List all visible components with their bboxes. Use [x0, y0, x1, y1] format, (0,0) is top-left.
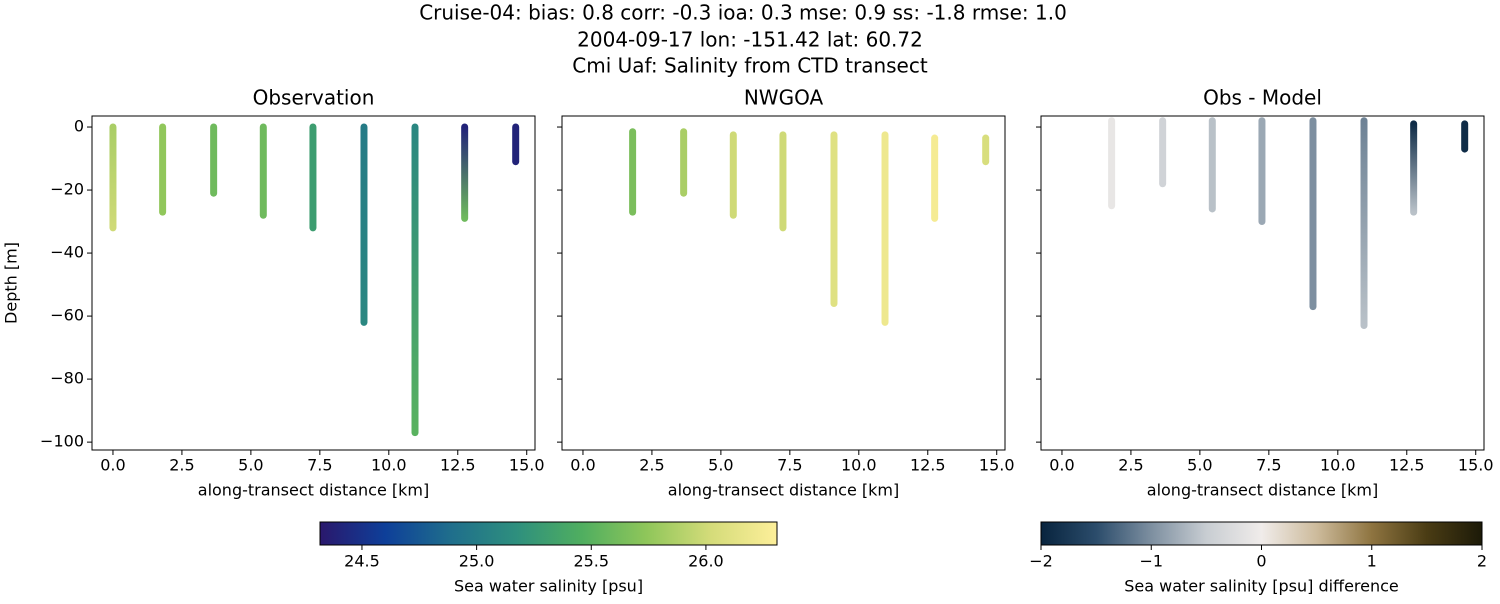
x-tick-label: 5.0 [1187, 456, 1212, 475]
colorbar-tick-label: 25.5 [573, 552, 609, 571]
x-tick-label: 15.0 [979, 456, 1015, 475]
x-tick-label: 7.5 [777, 456, 802, 475]
colorbar-tick-label: 26.0 [688, 552, 724, 571]
x-tick-label: 12.5 [910, 456, 946, 475]
y-tick-label: −100 [40, 432, 84, 451]
x-tick-label: 5.0 [708, 456, 733, 475]
colorbar-label: Sea water salinity [psu] [454, 577, 643, 596]
x-tick-label: 7.5 [1256, 456, 1281, 475]
x-tick-label: 2.5 [169, 456, 194, 475]
x-tick-label: 10.0 [1320, 456, 1356, 475]
plot-frame [91, 115, 536, 451]
colorbar-tick-label: 25.0 [459, 552, 495, 571]
x-tick-label: 5.0 [238, 456, 263, 475]
suptitle: 2004-09-17 lon: -151.42 lat: 60.72 [577, 28, 923, 52]
y-tick-label: −60 [50, 306, 84, 325]
x-tick-label: 7.5 [307, 456, 332, 475]
x-axis-label: along-transect distance [km] [198, 481, 429, 500]
y-tick-label: −40 [50, 243, 84, 262]
x-tick-label: 15.0 [509, 456, 545, 475]
colorbar-tick-label: 2 [1477, 552, 1487, 571]
plot-frame [1040, 115, 1485, 451]
colorbar-tick-label: 0 [1256, 552, 1266, 571]
x-tick-label: 15.0 [1458, 456, 1494, 475]
colorbar-tick-label: 24.5 [344, 552, 380, 571]
x-axis-label: along-transect distance [km] [1147, 481, 1378, 500]
x-tick-label: 10.0 [371, 456, 407, 475]
colorbar-tick-label: 1 [1367, 552, 1377, 571]
colorbar-tick-label: −2 [1029, 552, 1053, 571]
panel-title: Observation [253, 86, 375, 110]
x-tick-label: 2.5 [1118, 456, 1143, 475]
plot-frame [561, 115, 1006, 451]
suptitle: Cruise-04: bias: 0.8 corr: -0.3 ioa: 0.3… [419, 1, 1067, 25]
colorbar [319, 521, 778, 546]
colorbar-tick-label: −1 [1139, 552, 1163, 571]
x-tick-label: 10.0 [841, 456, 877, 475]
y-axis-label: Depth [m] [2, 242, 21, 324]
x-tick-label: 12.5 [1389, 456, 1425, 475]
colorbar [1040, 521, 1483, 546]
x-axis-label: along-transect distance [km] [668, 481, 899, 500]
y-tick-label: −20 [50, 180, 84, 199]
y-tick-label: −80 [50, 369, 84, 388]
colorbar-label: Sea water salinity [psu] difference [1124, 577, 1399, 596]
suptitle: Cmi Uaf: Salinity from CTD transect [572, 54, 928, 78]
y-tick-label: 0 [74, 117, 84, 136]
panel-title: Obs - Model [1203, 86, 1322, 110]
x-tick-label: 0.0 [1049, 456, 1074, 475]
x-tick-label: 0.0 [570, 456, 595, 475]
panel-title: NWGOA [744, 86, 824, 110]
x-tick-label: 2.5 [639, 456, 664, 475]
x-tick-label: 12.5 [440, 456, 476, 475]
x-tick-label: 0.0 [100, 456, 125, 475]
